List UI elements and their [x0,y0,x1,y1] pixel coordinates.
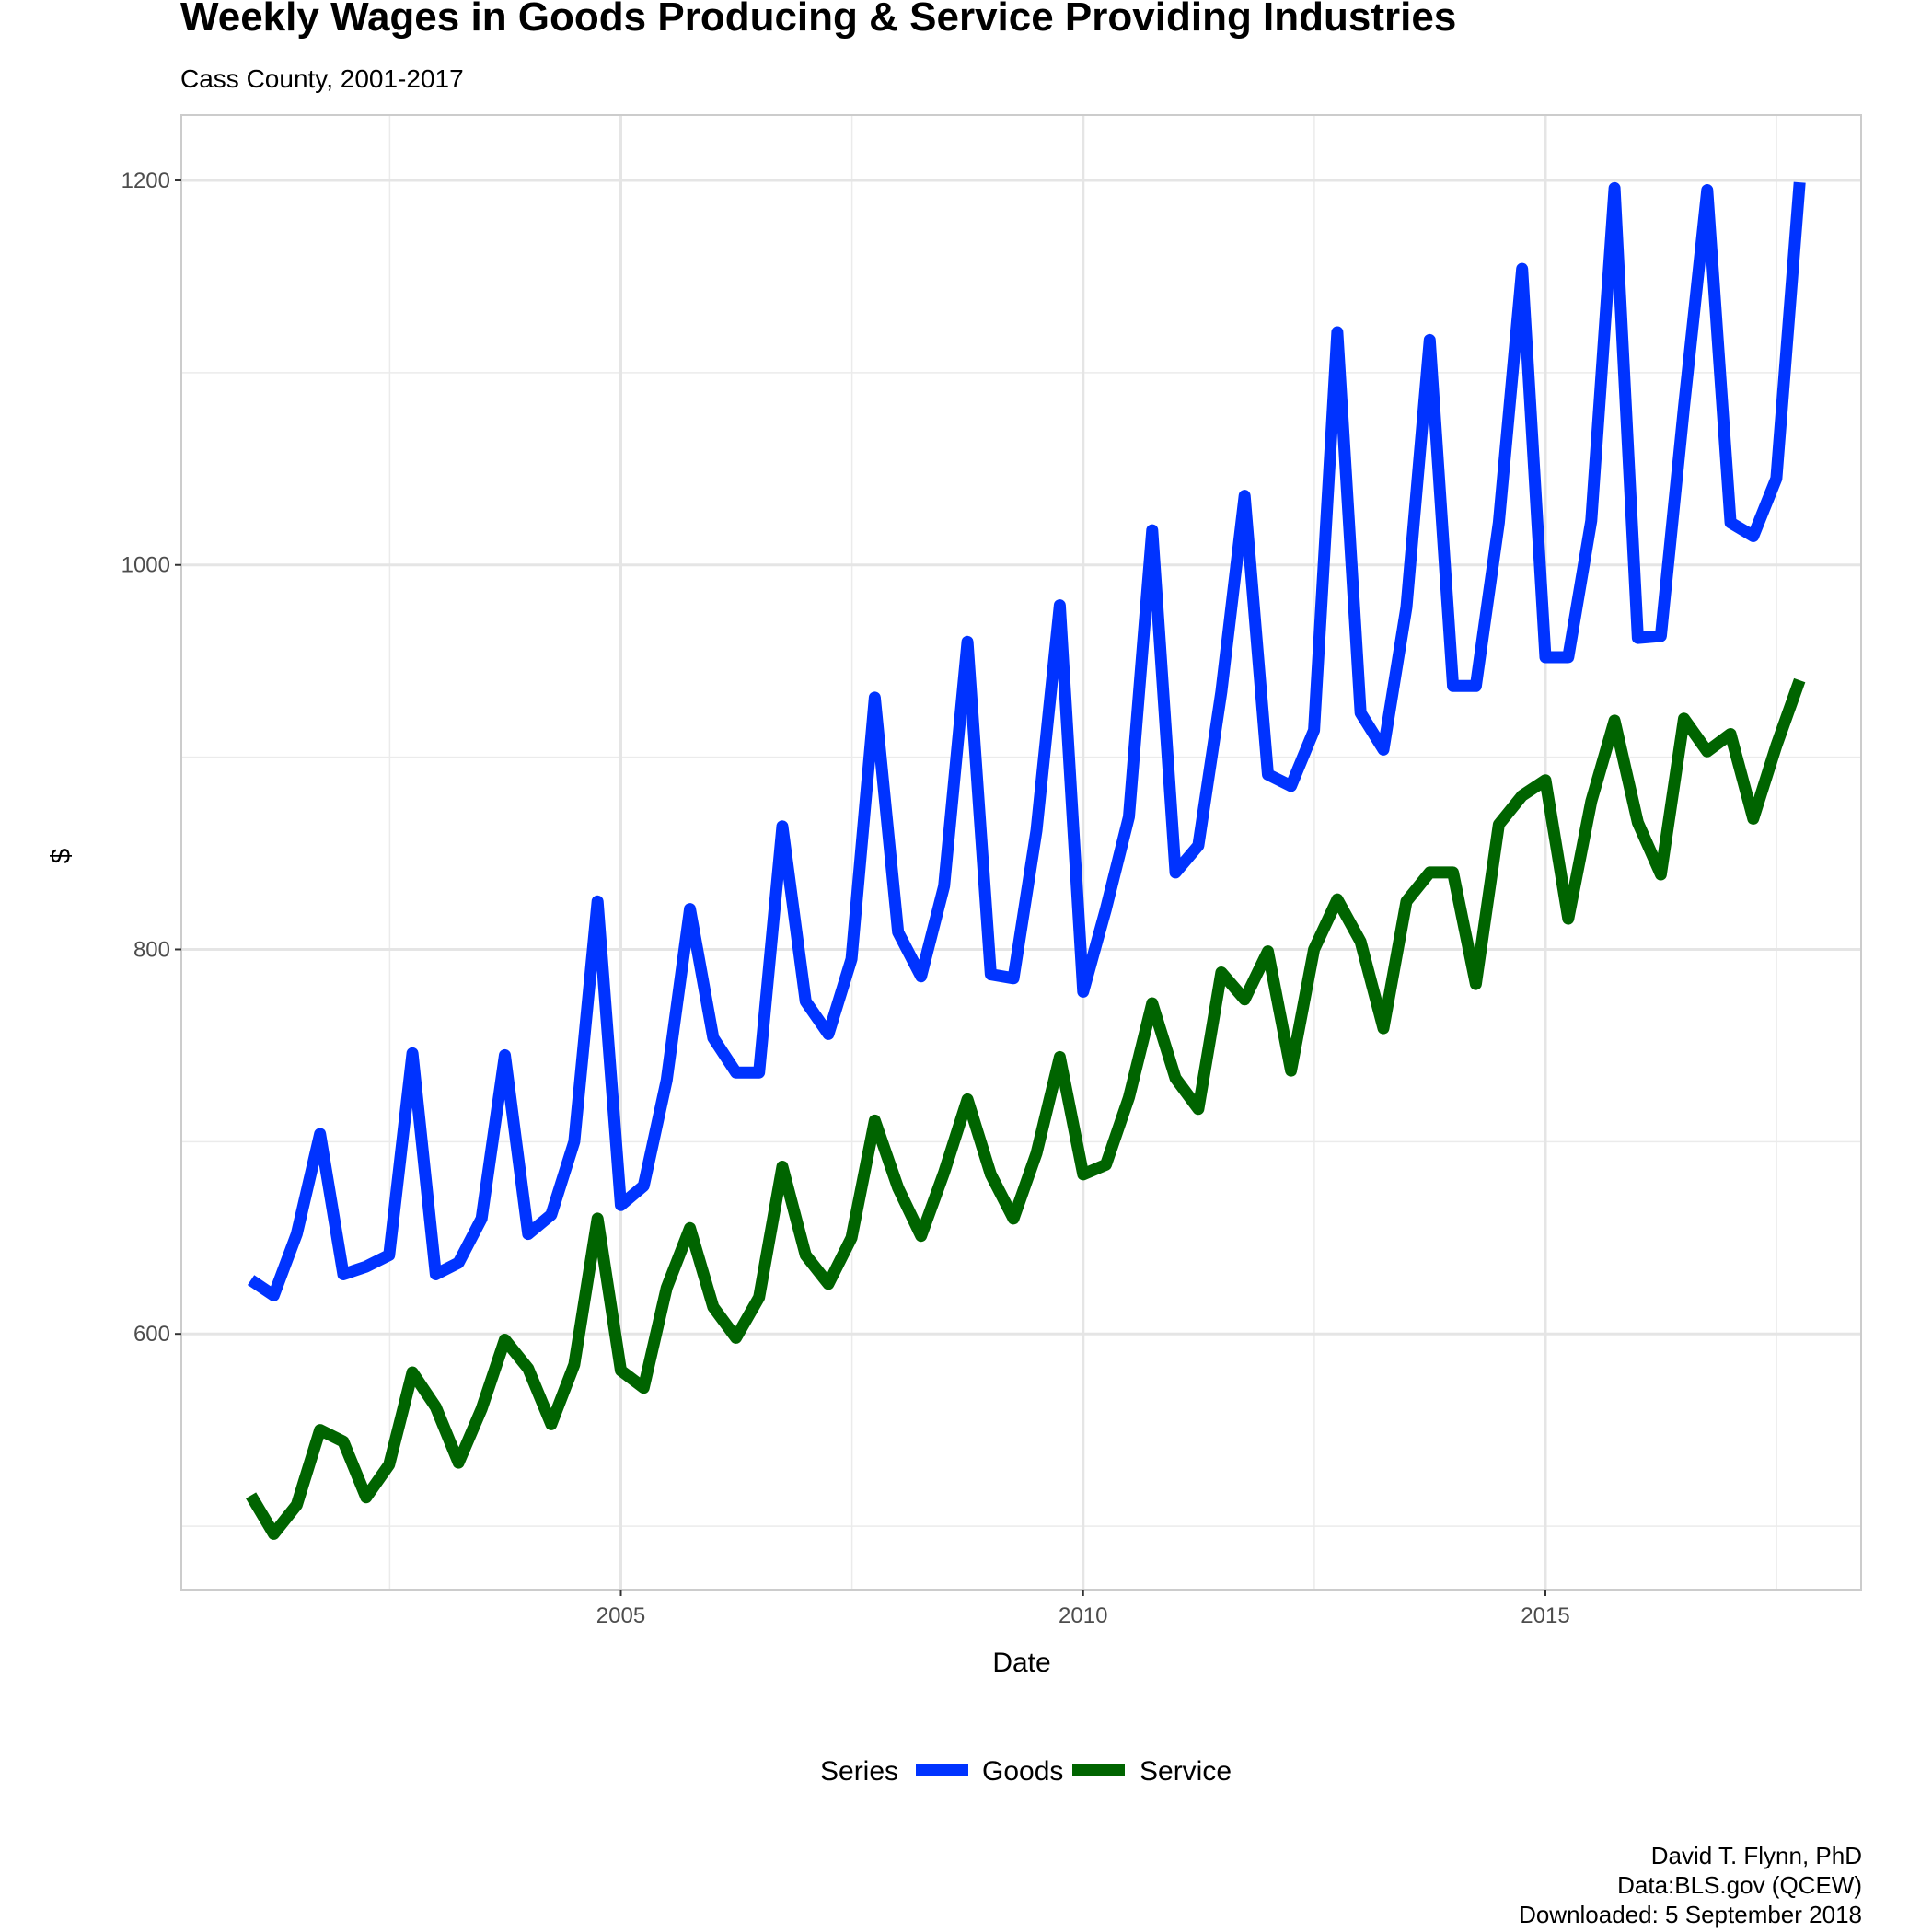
y-tick-label: 1000 [121,553,170,578]
caption-downloaded: Downloaded: 5 September 2018 [1519,1901,1862,1928]
series-line-goods [247,181,1806,1301]
caption-author: David T. Flynn, PhD [1651,1842,1862,1869]
y-axis: 600 800 1000 1200 [121,168,181,1347]
legend-label-service: Service [1140,1756,1232,1787]
x-axis: 2005 2010 2015 [596,1590,1570,1628]
caption: David T. Flynn, PhD Data:BLS.gov (QCEW) … [1519,1842,1862,1928]
y-tick-label: 800 [133,937,170,962]
y-axis-title: $ [46,848,76,863]
caption-source: Data:BLS.gov (QCEW) [1617,1871,1862,1899]
x-tick-label: 2015 [1521,1603,1569,1628]
x-axis-title: Date [992,1648,1050,1678]
x-tick-label: 2005 [596,1603,645,1628]
legend: Series Goods Service [820,1756,1232,1787]
chart-title: Weekly Wages in Goods Producing & Servic… [180,0,1456,40]
legend-label-goods: Goods [982,1756,1063,1787]
y-tick-label: 600 [133,1322,170,1347]
minor-gridlines [181,115,1861,1590]
legend-title: Series [820,1756,898,1787]
panel-border [180,114,1862,1591]
chart-subtitle: Cass County, 2001-2017 [180,64,464,93]
x-tick-label: 2010 [1059,1603,1107,1628]
series-lines [246,181,1806,1540]
series-line-service [246,677,1806,1540]
y-tick-label: 1200 [121,168,170,193]
